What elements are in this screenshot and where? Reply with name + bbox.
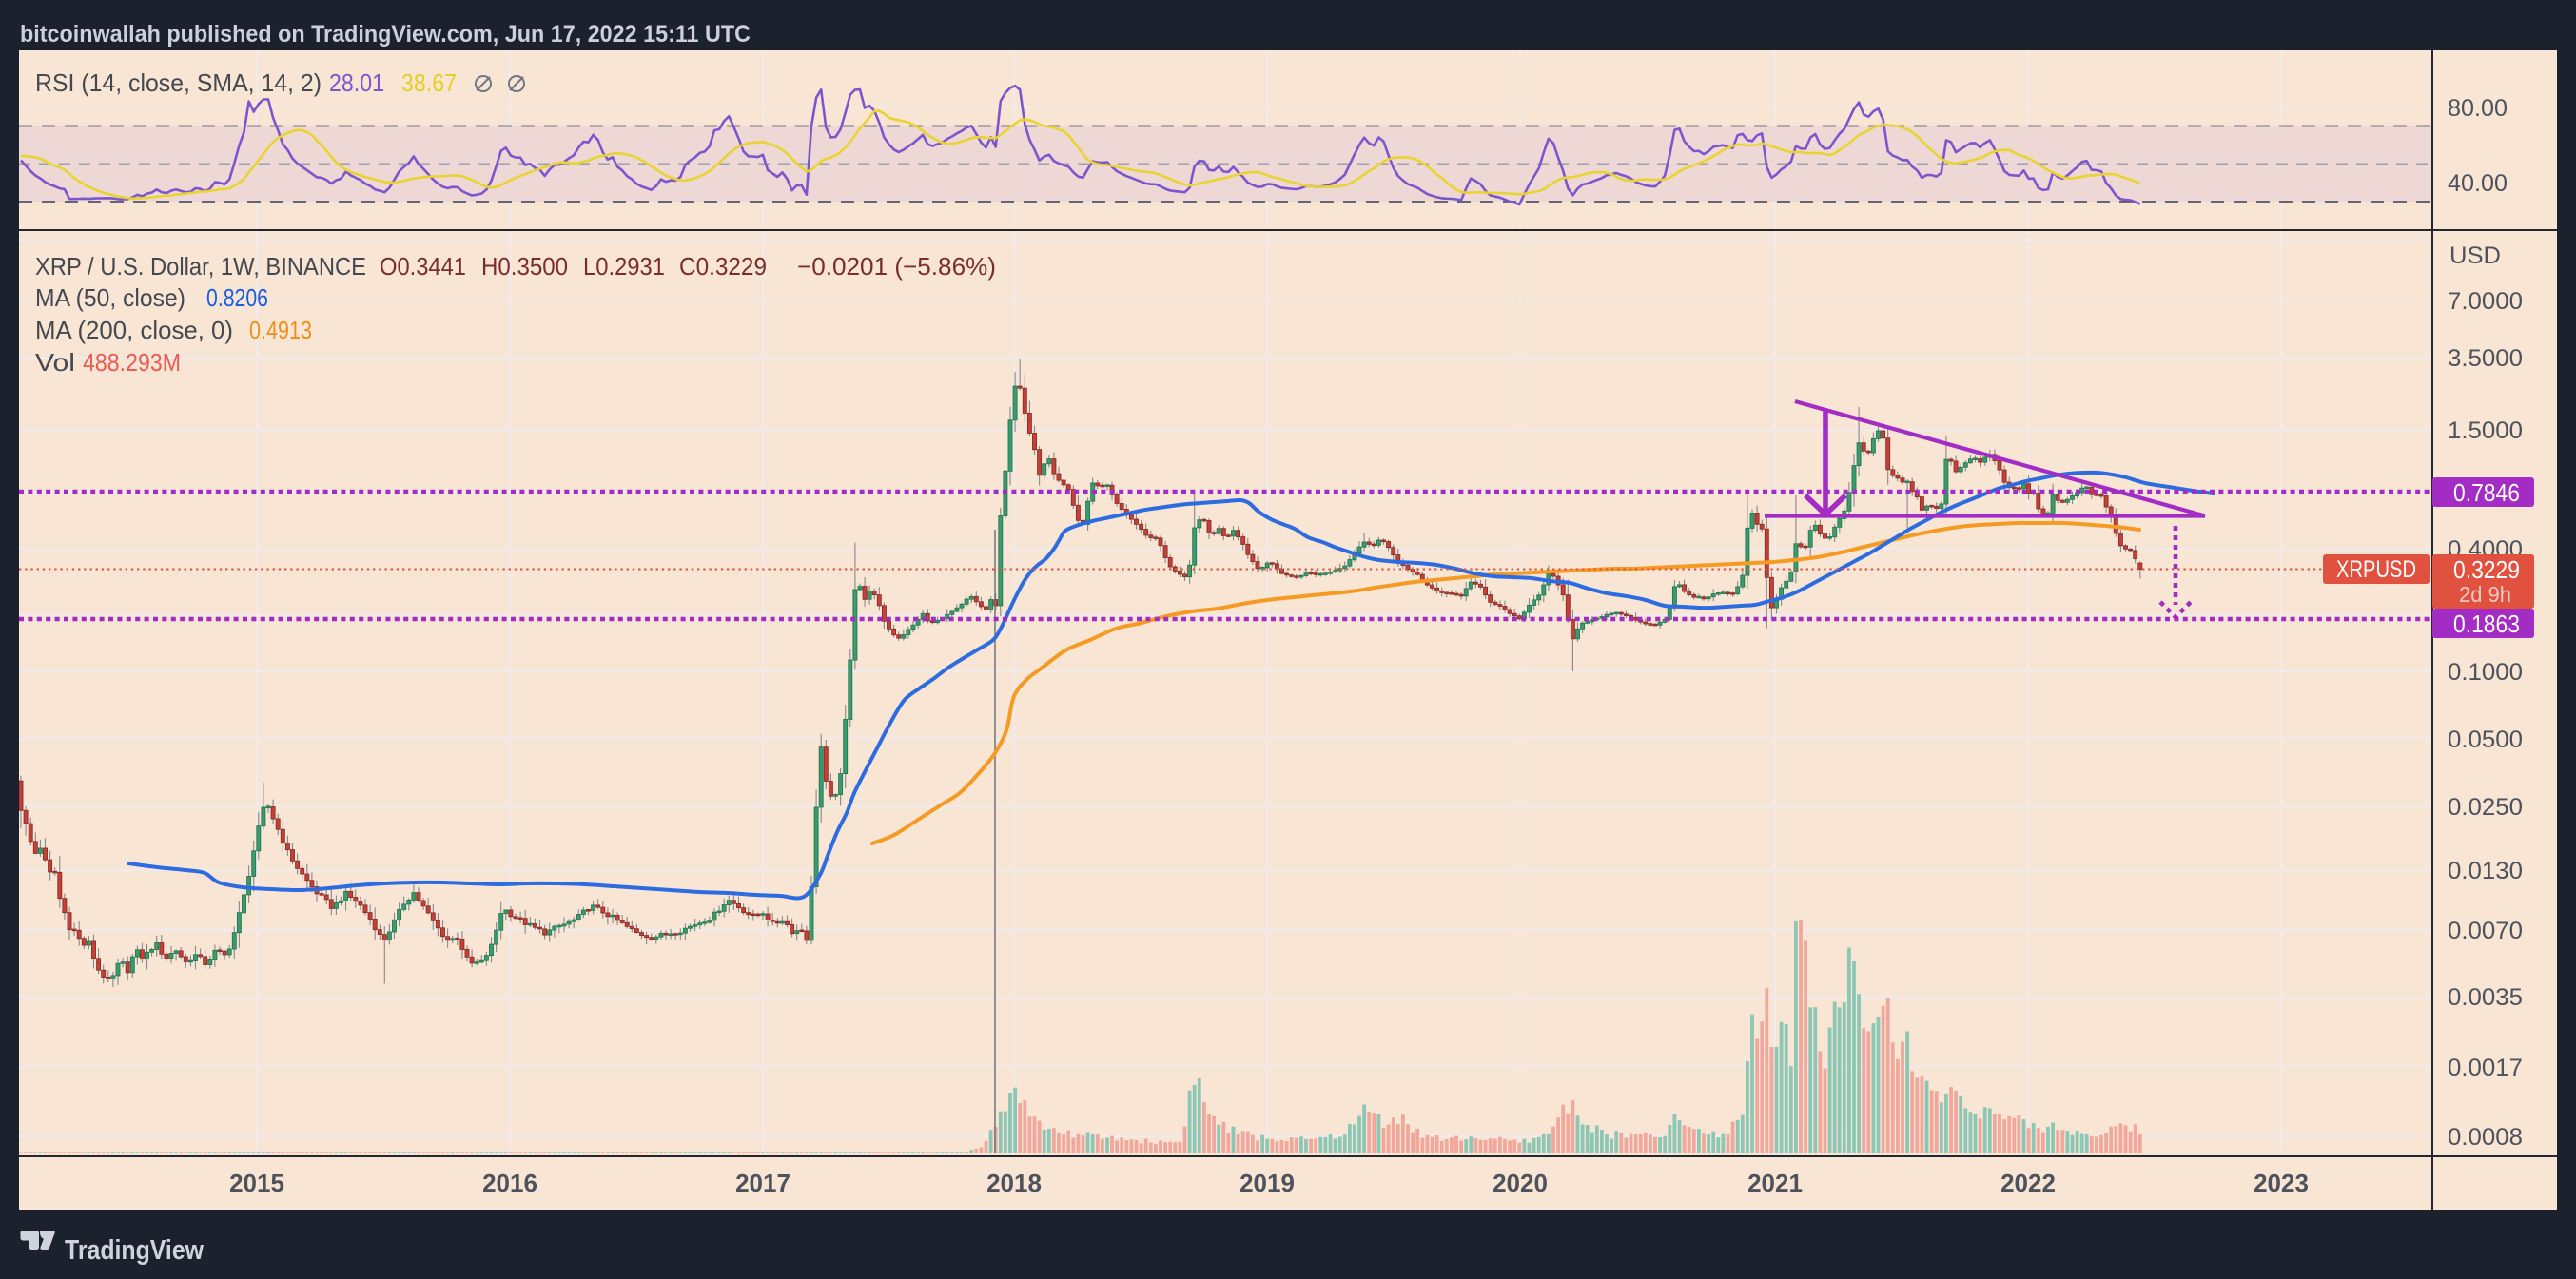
svg-text:1.5000: 1.5000 xyxy=(2448,417,2523,444)
svg-text:38.67: 38.67 xyxy=(401,68,457,97)
svg-text:L0.2931: L0.2931 xyxy=(583,252,665,281)
svg-text:0.0130: 0.0130 xyxy=(2448,858,2523,884)
svg-text:RSI (14, close, SMA, 14, 2): RSI (14, close, SMA, 14, 2) xyxy=(35,68,322,97)
svg-text:2015: 2015 xyxy=(229,1169,284,1197)
svg-text:7.0000: 7.0000 xyxy=(2448,288,2523,315)
svg-text:0.0008: 0.0008 xyxy=(2448,1124,2523,1151)
svg-text:0.0500: 0.0500 xyxy=(2448,727,2523,753)
svg-text:2d 9h: 2d 9h xyxy=(2459,582,2511,607)
svg-text:0.3229: 0.3229 xyxy=(2453,555,2520,584)
svg-text:0.7846: 0.7846 xyxy=(2453,478,2520,507)
svg-text:0.4913: 0.4913 xyxy=(249,316,312,344)
svg-text:USD: USD xyxy=(2449,242,2501,269)
svg-text:2020: 2020 xyxy=(1493,1169,1548,1197)
svg-text:0.0035: 0.0035 xyxy=(2448,984,2523,1011)
svg-text:80.00: 80.00 xyxy=(2448,95,2508,122)
svg-text:O0.3441: O0.3441 xyxy=(380,252,466,281)
svg-text:0.0017: 0.0017 xyxy=(2448,1055,2523,1081)
svg-text:H0.3500: H0.3500 xyxy=(481,252,568,281)
svg-text:0.8206: 0.8206 xyxy=(206,283,268,312)
svg-text:XRP / U.S. Dollar, 1W, BINANCE: XRP / U.S. Dollar, 1W, BINANCE xyxy=(35,252,366,281)
svg-text:2021: 2021 xyxy=(1747,1169,1803,1197)
svg-text:−0.0201 (−5.86%): −0.0201 (−5.86%) xyxy=(797,252,996,281)
svg-text:28.01: 28.01 xyxy=(329,68,384,97)
svg-text:2023: 2023 xyxy=(2254,1169,2309,1197)
svg-text:2018: 2018 xyxy=(986,1169,1042,1197)
svg-text:XRPUSD: XRPUSD xyxy=(2336,556,2416,583)
svg-text:Vol: Vol xyxy=(35,348,75,377)
svg-text:2016: 2016 xyxy=(482,1169,537,1197)
svg-text:2022: 2022 xyxy=(2000,1169,2056,1197)
svg-text:0.1000: 0.1000 xyxy=(2448,659,2523,686)
svg-text:488.293M: 488.293M xyxy=(83,348,181,377)
svg-text:MA (50, close): MA (50, close) xyxy=(35,283,185,312)
svg-text:0.1863: 0.1863 xyxy=(2453,610,2520,638)
svg-text:C0.3229: C0.3229 xyxy=(679,252,767,281)
svg-text:bitcoinwallah published on Tra: bitcoinwallah published on TradingView.c… xyxy=(20,21,751,48)
svg-text:2017: 2017 xyxy=(735,1169,790,1197)
svg-text:40.00: 40.00 xyxy=(2448,170,2508,197)
svg-text:TradingView: TradingView xyxy=(65,1235,204,1266)
svg-text:0.0070: 0.0070 xyxy=(2448,918,2523,944)
svg-text:MA (200, close, 0): MA (200, close, 0) xyxy=(35,316,233,344)
svg-text:3.5000: 3.5000 xyxy=(2448,345,2523,372)
svg-text:2019: 2019 xyxy=(1239,1169,1295,1197)
svg-text:0.0250: 0.0250 xyxy=(2448,794,2523,821)
